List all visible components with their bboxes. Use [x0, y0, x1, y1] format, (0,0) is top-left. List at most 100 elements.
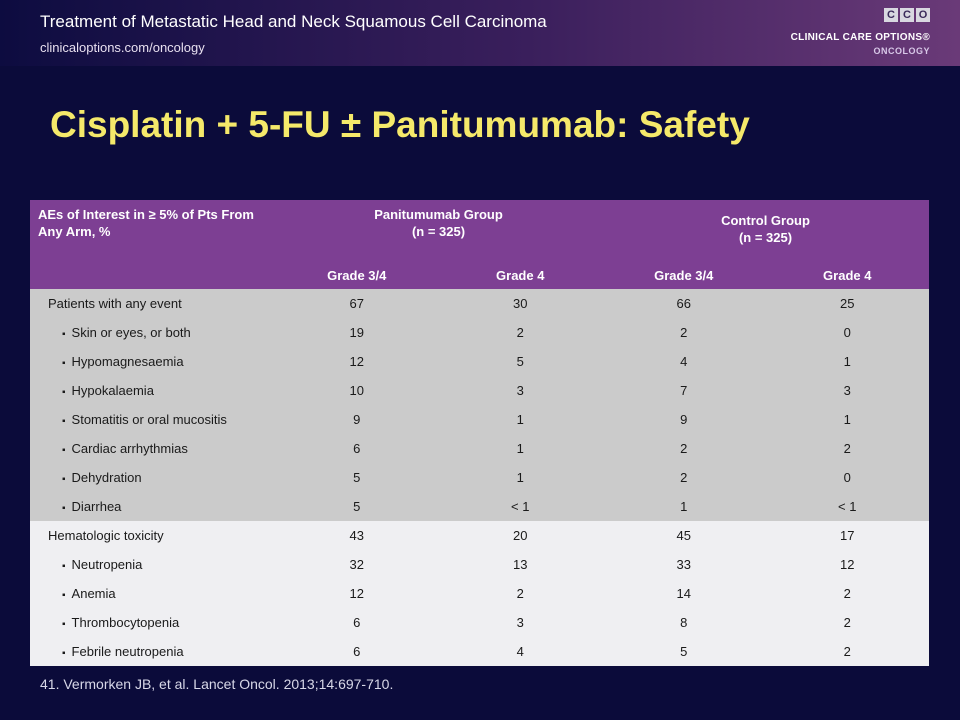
header-panitumumab-group: Panitumumab Group (n = 325): [275, 200, 602, 261]
cell: 4: [602, 347, 766, 376]
cell: 20: [438, 521, 602, 550]
logo-letters: C C O: [884, 8, 930, 22]
cell: 10: [275, 376, 439, 405]
cell: 6: [275, 608, 439, 637]
row-label: Thrombocytopenia: [30, 608, 275, 637]
table-row: Anemia 12 2 14 2: [30, 579, 930, 608]
table-row: Stomatitis or oral mucositis 9 1 9 1: [30, 405, 930, 434]
row-label: Anemia: [30, 579, 275, 608]
cell: 66: [602, 289, 766, 318]
subheader-ctrl-grade34: Grade 3/4: [602, 261, 766, 289]
cco-logo: C C O CLINICAL CARE OPTIONS® ONCOLOGY: [790, 8, 930, 62]
cell: 8: [602, 608, 766, 637]
cell: 13: [438, 550, 602, 579]
cell: 33: [602, 550, 766, 579]
cell: 5: [602, 637, 766, 666]
row-label: Diarrhea: [30, 492, 275, 521]
cell: 3: [438, 608, 602, 637]
header-bar: Treatment of Metastatic Head and Neck Sq…: [0, 0, 960, 66]
logo-letter-c1: C: [884, 8, 898, 22]
cell: 4: [438, 637, 602, 666]
cell: 1: [602, 492, 766, 521]
header-ae-label: AEs of Interest in ≥ 5% of Pts From Any …: [30, 200, 275, 261]
subheader-ctrl-grade4: Grade 4: [765, 261, 930, 289]
cell: 0: [765, 463, 930, 492]
cell: 14: [602, 579, 766, 608]
cell: 6: [275, 434, 439, 463]
cell: 5: [275, 463, 439, 492]
cell: 2: [602, 318, 766, 347]
row-label: Hematologic toxicity: [30, 521, 275, 550]
cell: 1: [765, 347, 930, 376]
citation: 41. Vermorken JB, et al. Lancet Oncol. 2…: [40, 676, 394, 692]
cell: < 1: [438, 492, 602, 521]
cell: 1: [438, 434, 602, 463]
table-row: Febrile neutropenia 6 4 5 2: [30, 637, 930, 666]
group2-n: (n = 325): [738, 230, 793, 245]
cell: 1: [438, 405, 602, 434]
cell: 12: [275, 347, 439, 376]
cell: 9: [602, 405, 766, 434]
table-row: Skin or eyes, or both 19 2 2 0: [30, 318, 930, 347]
cell: 2: [602, 434, 766, 463]
cell: 2: [765, 608, 930, 637]
row-label: Neutropenia: [30, 550, 275, 579]
table-row: Hematologic toxicity 43 20 45 17: [30, 521, 930, 550]
cell: 25: [765, 289, 930, 318]
slide-title: Cisplatin + 5-FU ± Panitumumab: Safety: [50, 104, 750, 145]
logo-subtext: ONCOLOGY: [873, 46, 930, 56]
cell: 1: [765, 405, 930, 434]
group2-name: Control Group: [721, 213, 810, 228]
group1-name: Panitumumab Group: [374, 207, 503, 222]
row-label: Febrile neutropenia: [30, 637, 275, 666]
table-row: Thrombocytopenia 6 3 8 2: [30, 608, 930, 637]
cell: 45: [602, 521, 766, 550]
cell: 3: [438, 376, 602, 405]
group1-n: (n = 325): [411, 224, 466, 239]
cell: 32: [275, 550, 439, 579]
cell: 67: [275, 289, 439, 318]
cell: 12: [275, 579, 439, 608]
cell: 5: [275, 492, 439, 521]
cell: 2: [765, 637, 930, 666]
cell: 43: [275, 521, 439, 550]
row-label: Hypokalaemia: [30, 376, 275, 405]
header-title: Treatment of Metastatic Head and Neck Sq…: [40, 12, 547, 31]
cell: 2: [765, 579, 930, 608]
logo-letter-c2: C: [900, 8, 914, 22]
table-row: Dehydration 5 1 2 0: [30, 463, 930, 492]
subheader-pan-grade34: Grade 3/4: [275, 261, 439, 289]
cell: 2: [602, 463, 766, 492]
cell: 7: [602, 376, 766, 405]
row-label: Dehydration: [30, 463, 275, 492]
cell: 1: [438, 463, 602, 492]
cell: 2: [765, 434, 930, 463]
row-label: Hypomagnesaemia: [30, 347, 275, 376]
cell: 30: [438, 289, 602, 318]
table-row: Hypokalaemia 10 3 7 3: [30, 376, 930, 405]
cell: 6: [275, 637, 439, 666]
subheader-pan-grade4: Grade 4: [438, 261, 602, 289]
cell: 2: [438, 318, 602, 347]
row-label: Patients with any event: [30, 289, 275, 318]
header-control-group: Control Group (n = 325): [602, 200, 930, 261]
table-row: Patients with any event 67 30 66 25: [30, 289, 930, 318]
row-label: Skin or eyes, or both: [30, 318, 275, 347]
cell: < 1: [765, 492, 930, 521]
cell: 3: [765, 376, 930, 405]
subheader-blank: [30, 261, 275, 289]
cell: 19: [275, 318, 439, 347]
cell: 12: [765, 550, 930, 579]
table-row: Diarrhea 5 < 1 1 < 1: [30, 492, 930, 521]
table-row: Neutropenia 32 13 33 12: [30, 550, 930, 579]
row-label: Stomatitis or oral mucositis: [30, 405, 275, 434]
cell: 9: [275, 405, 439, 434]
cell: 2: [438, 579, 602, 608]
cell: 0: [765, 318, 930, 347]
safety-table: AEs of Interest in ≥ 5% of Pts From Any …: [30, 200, 930, 666]
cell: 17: [765, 521, 930, 550]
logo-letter-o: O: [916, 8, 930, 22]
table-row: Cardiac arrhythmias 6 1 2 2: [30, 434, 930, 463]
header-url: clinicaloptions.com/oncology: [40, 40, 205, 55]
cell: 5: [438, 347, 602, 376]
